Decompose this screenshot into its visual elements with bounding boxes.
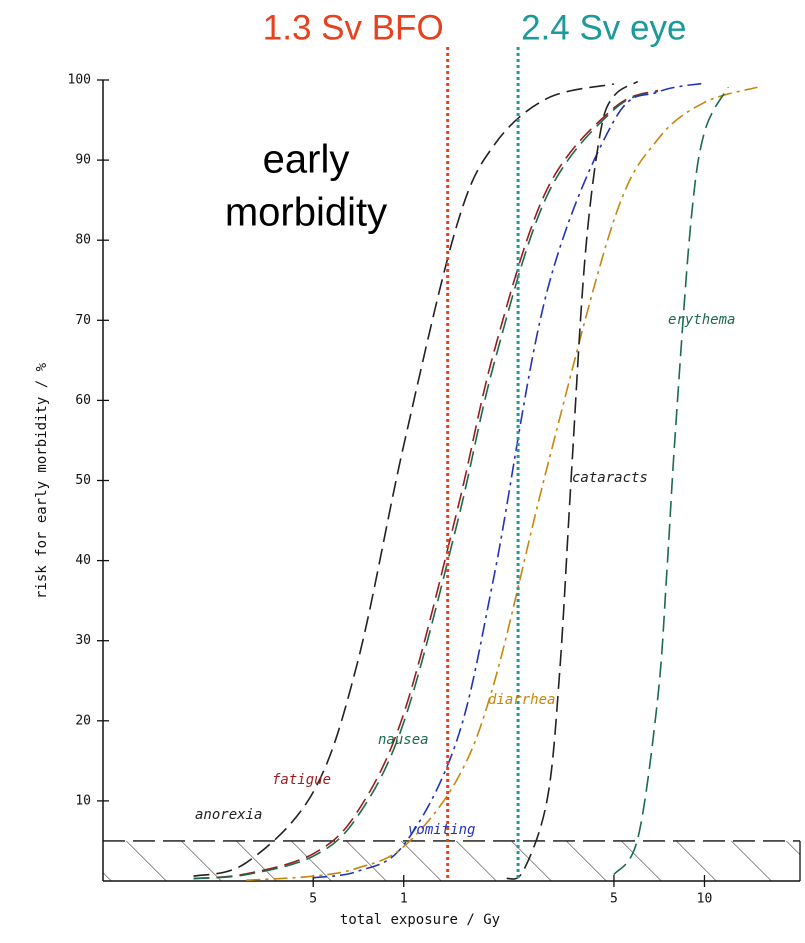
y-tick-label: 10 (75, 793, 91, 808)
legend-label: nausea (378, 732, 429, 748)
reference-label: 1.3 Sv BFO (263, 8, 444, 47)
legend-label: diarrhea (488, 692, 555, 708)
x-tick-label: 5 (610, 892, 618, 907)
x-tick-label: 1 (400, 892, 408, 907)
x-tick-label: 10 (697, 892, 713, 907)
legend-label: vomiting (408, 822, 475, 838)
y-tick-label: 60 (75, 393, 91, 408)
y-tick-label: 50 (75, 473, 91, 488)
y-tick-label: 20 (75, 713, 91, 728)
y-tick-label: 90 (75, 153, 91, 168)
y-tick-label: 70 (75, 313, 91, 328)
x-tick-label: 5 (309, 892, 317, 907)
y-tick-label: 100 (68, 73, 91, 88)
curve (193, 90, 659, 880)
y-axis-label: risk for early morbidity / % (34, 362, 50, 599)
curve (506, 80, 639, 880)
y-tick-label: 40 (75, 553, 91, 568)
y-tick-label: 30 (75, 633, 91, 648)
chart-title: early (263, 138, 350, 182)
legend-label: erythema (668, 312, 735, 328)
legend-label: cataracts (572, 470, 648, 486)
curve (193, 83, 615, 877)
x-axis-label: total exposure / Gy (340, 912, 500, 928)
curve (613, 86, 729, 876)
y-tick-label: 80 (75, 233, 91, 248)
reference-label: 2.4 Sv eye (521, 8, 686, 47)
hatched-region (103, 840, 800, 881)
legend-label: fatigue (272, 772, 331, 788)
legend-label: anorexia (195, 807, 262, 823)
chart-title: morbidity (225, 191, 387, 235)
curve (313, 82, 705, 879)
curve (246, 86, 758, 881)
